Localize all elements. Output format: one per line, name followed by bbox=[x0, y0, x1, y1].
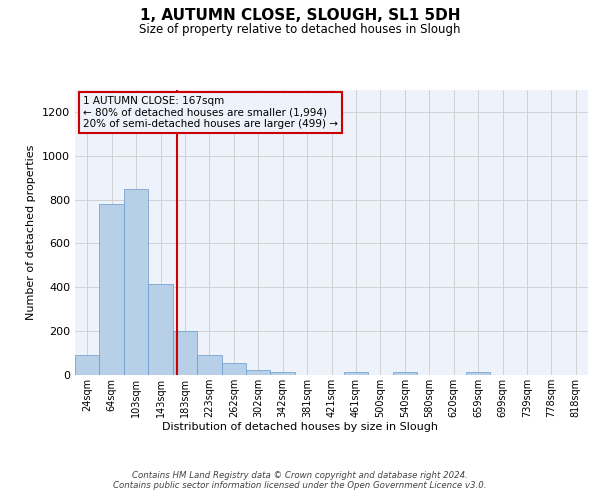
Text: Contains HM Land Registry data © Crown copyright and database right 2024.
Contai: Contains HM Land Registry data © Crown c… bbox=[113, 470, 487, 490]
Bar bbox=[392, 372, 417, 375]
Bar bbox=[173, 331, 197, 375]
Bar bbox=[466, 372, 490, 375]
Bar bbox=[148, 284, 173, 375]
Bar bbox=[124, 188, 148, 375]
Text: Size of property relative to detached houses in Slough: Size of property relative to detached ho… bbox=[139, 22, 461, 36]
Bar bbox=[344, 372, 368, 375]
Text: 1 AUTUMN CLOSE: 167sqm
← 80% of detached houses are smaller (1,994)
20% of semi-: 1 AUTUMN CLOSE: 167sqm ← 80% of detached… bbox=[83, 96, 338, 129]
Text: Distribution of detached houses by size in Slough: Distribution of detached houses by size … bbox=[162, 422, 438, 432]
Bar bbox=[197, 356, 221, 375]
Y-axis label: Number of detached properties: Number of detached properties bbox=[26, 145, 37, 320]
Bar bbox=[271, 372, 295, 375]
Bar bbox=[100, 204, 124, 375]
Text: 1, AUTUMN CLOSE, SLOUGH, SL1 5DH: 1, AUTUMN CLOSE, SLOUGH, SL1 5DH bbox=[140, 8, 460, 22]
Bar bbox=[75, 356, 100, 375]
Bar bbox=[246, 370, 271, 375]
Bar bbox=[221, 363, 246, 375]
